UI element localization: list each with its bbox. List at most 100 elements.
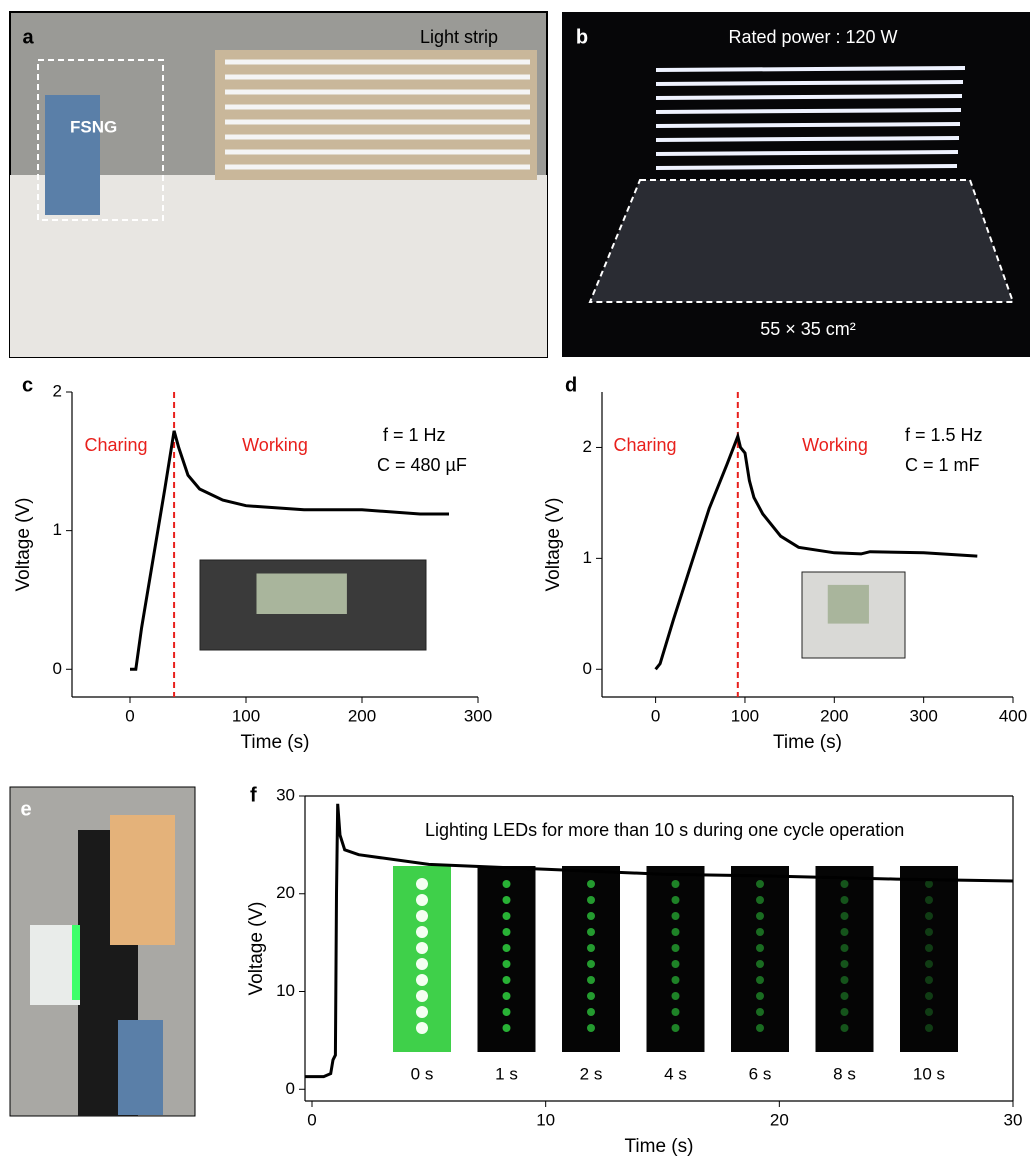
inset-led: [587, 944, 595, 952]
photo-caption: 55 × 35 cm²: [760, 319, 856, 339]
inset-led: [587, 1008, 595, 1016]
inset-led: [840, 960, 849, 968]
inset-label: 6 s: [749, 1064, 772, 1083]
x-tick-label: 30: [1004, 1110, 1023, 1129]
photo-caption: Light strip: [420, 27, 498, 47]
inset-led: [416, 958, 428, 970]
photo-e-breadboard: [30, 925, 80, 1005]
y-axis-title: Voltage (V): [246, 902, 267, 996]
inset-led: [416, 1022, 428, 1034]
inset-photo: [815, 866, 874, 1052]
inset-led: [671, 896, 680, 904]
inset-led: [925, 928, 933, 936]
inset-led: [925, 960, 933, 968]
panel-label: d: [565, 374, 577, 396]
inset-led: [502, 944, 511, 952]
y-tick-label: 1: [583, 548, 592, 567]
inset-led: [502, 960, 511, 968]
x-axis-title: Time (s): [241, 732, 310, 753]
y-tick-label: 1: [53, 520, 62, 539]
inset-led: [671, 880, 680, 888]
inset-led: [416, 942, 428, 954]
inset-led: [587, 912, 595, 920]
annotation: Working: [242, 435, 308, 455]
panel-label: a: [22, 26, 34, 48]
inset-led: [502, 976, 511, 984]
inset-led: [840, 944, 849, 952]
inset-led: [671, 976, 680, 984]
y-axis-title: Voltage (V): [13, 498, 34, 592]
inset-led: [925, 944, 933, 952]
inset-led: [587, 992, 595, 1000]
inset-led: [502, 1024, 511, 1032]
inset-label: 8 s: [833, 1064, 856, 1083]
inset-led: [671, 928, 680, 936]
panel-label: e: [20, 798, 31, 820]
x-axis-title: Time (s): [773, 732, 842, 753]
photo-a-box: [37, 59, 164, 221]
x-tick-label: 300: [909, 706, 937, 725]
inset-led: [671, 944, 680, 952]
inset-led: [416, 926, 428, 938]
y-tick-label: 0: [583, 659, 592, 678]
annotation: Charing: [613, 435, 676, 455]
x-tick-label: 20: [770, 1110, 789, 1129]
photo-caption: Rated power : 120 W: [728, 27, 897, 47]
inset-led: [671, 1008, 680, 1016]
inset-led: [756, 960, 764, 968]
photo-e-leds: [72, 925, 80, 1000]
inset-led: [671, 1024, 680, 1032]
panel-label: b: [576, 26, 588, 48]
inset-led: [416, 878, 428, 890]
x-tick-label: 0: [125, 706, 134, 725]
photo-b-strips: [655, 66, 966, 170]
inset-led: [416, 990, 428, 1002]
inset-led: [587, 928, 595, 936]
inset-led: [671, 992, 680, 1000]
inset-led: [840, 1024, 849, 1032]
inset-led: [756, 880, 764, 888]
x-tick-label: 100: [232, 706, 260, 725]
inset-label: 10 s: [913, 1064, 945, 1083]
inset-led: [416, 1006, 428, 1018]
inset-led: [671, 912, 680, 920]
inset-led: [756, 1024, 764, 1032]
inset-led: [840, 1008, 849, 1016]
photo-e-block: [110, 815, 175, 945]
inset-led: [587, 1024, 595, 1032]
annotation: C = 480 µF: [377, 455, 467, 475]
x-tick-label: 400: [999, 706, 1027, 725]
inset-display: [256, 573, 347, 614]
y-tick-label: 0: [286, 1079, 295, 1098]
inset-led: [416, 894, 428, 906]
inset-led: [925, 896, 933, 904]
inset-label: 0 s: [411, 1064, 434, 1083]
inset-led: [502, 912, 511, 920]
inset-photo: [900, 866, 958, 1052]
inset-led: [840, 896, 849, 904]
inset-led: [587, 976, 595, 984]
data-line: [130, 430, 449, 671]
annotation: Working: [802, 435, 868, 455]
y-tick-label: 10: [276, 981, 295, 1000]
panel-label: c: [22, 374, 33, 396]
inset-led: [502, 896, 511, 904]
inset-led: [840, 912, 849, 920]
inset-led: [671, 960, 680, 968]
x-axis-title: Time (s): [625, 1136, 694, 1156]
annotation: f = 1.5 Hz: [905, 425, 983, 445]
inset-led: [840, 992, 849, 1000]
inset-led: [502, 992, 511, 1000]
inset-led: [587, 960, 595, 968]
photo-e-wires: [118, 1020, 163, 1115]
data-line: [654, 431, 978, 671]
x-tick-label: 100: [731, 706, 759, 725]
x-tick-label: 200: [348, 706, 376, 725]
inset-led: [756, 1008, 764, 1016]
photo-a-device: [45, 95, 100, 215]
inset-led: [587, 896, 595, 904]
x-tick-label: 0: [651, 706, 660, 725]
inset-led: [416, 974, 428, 986]
